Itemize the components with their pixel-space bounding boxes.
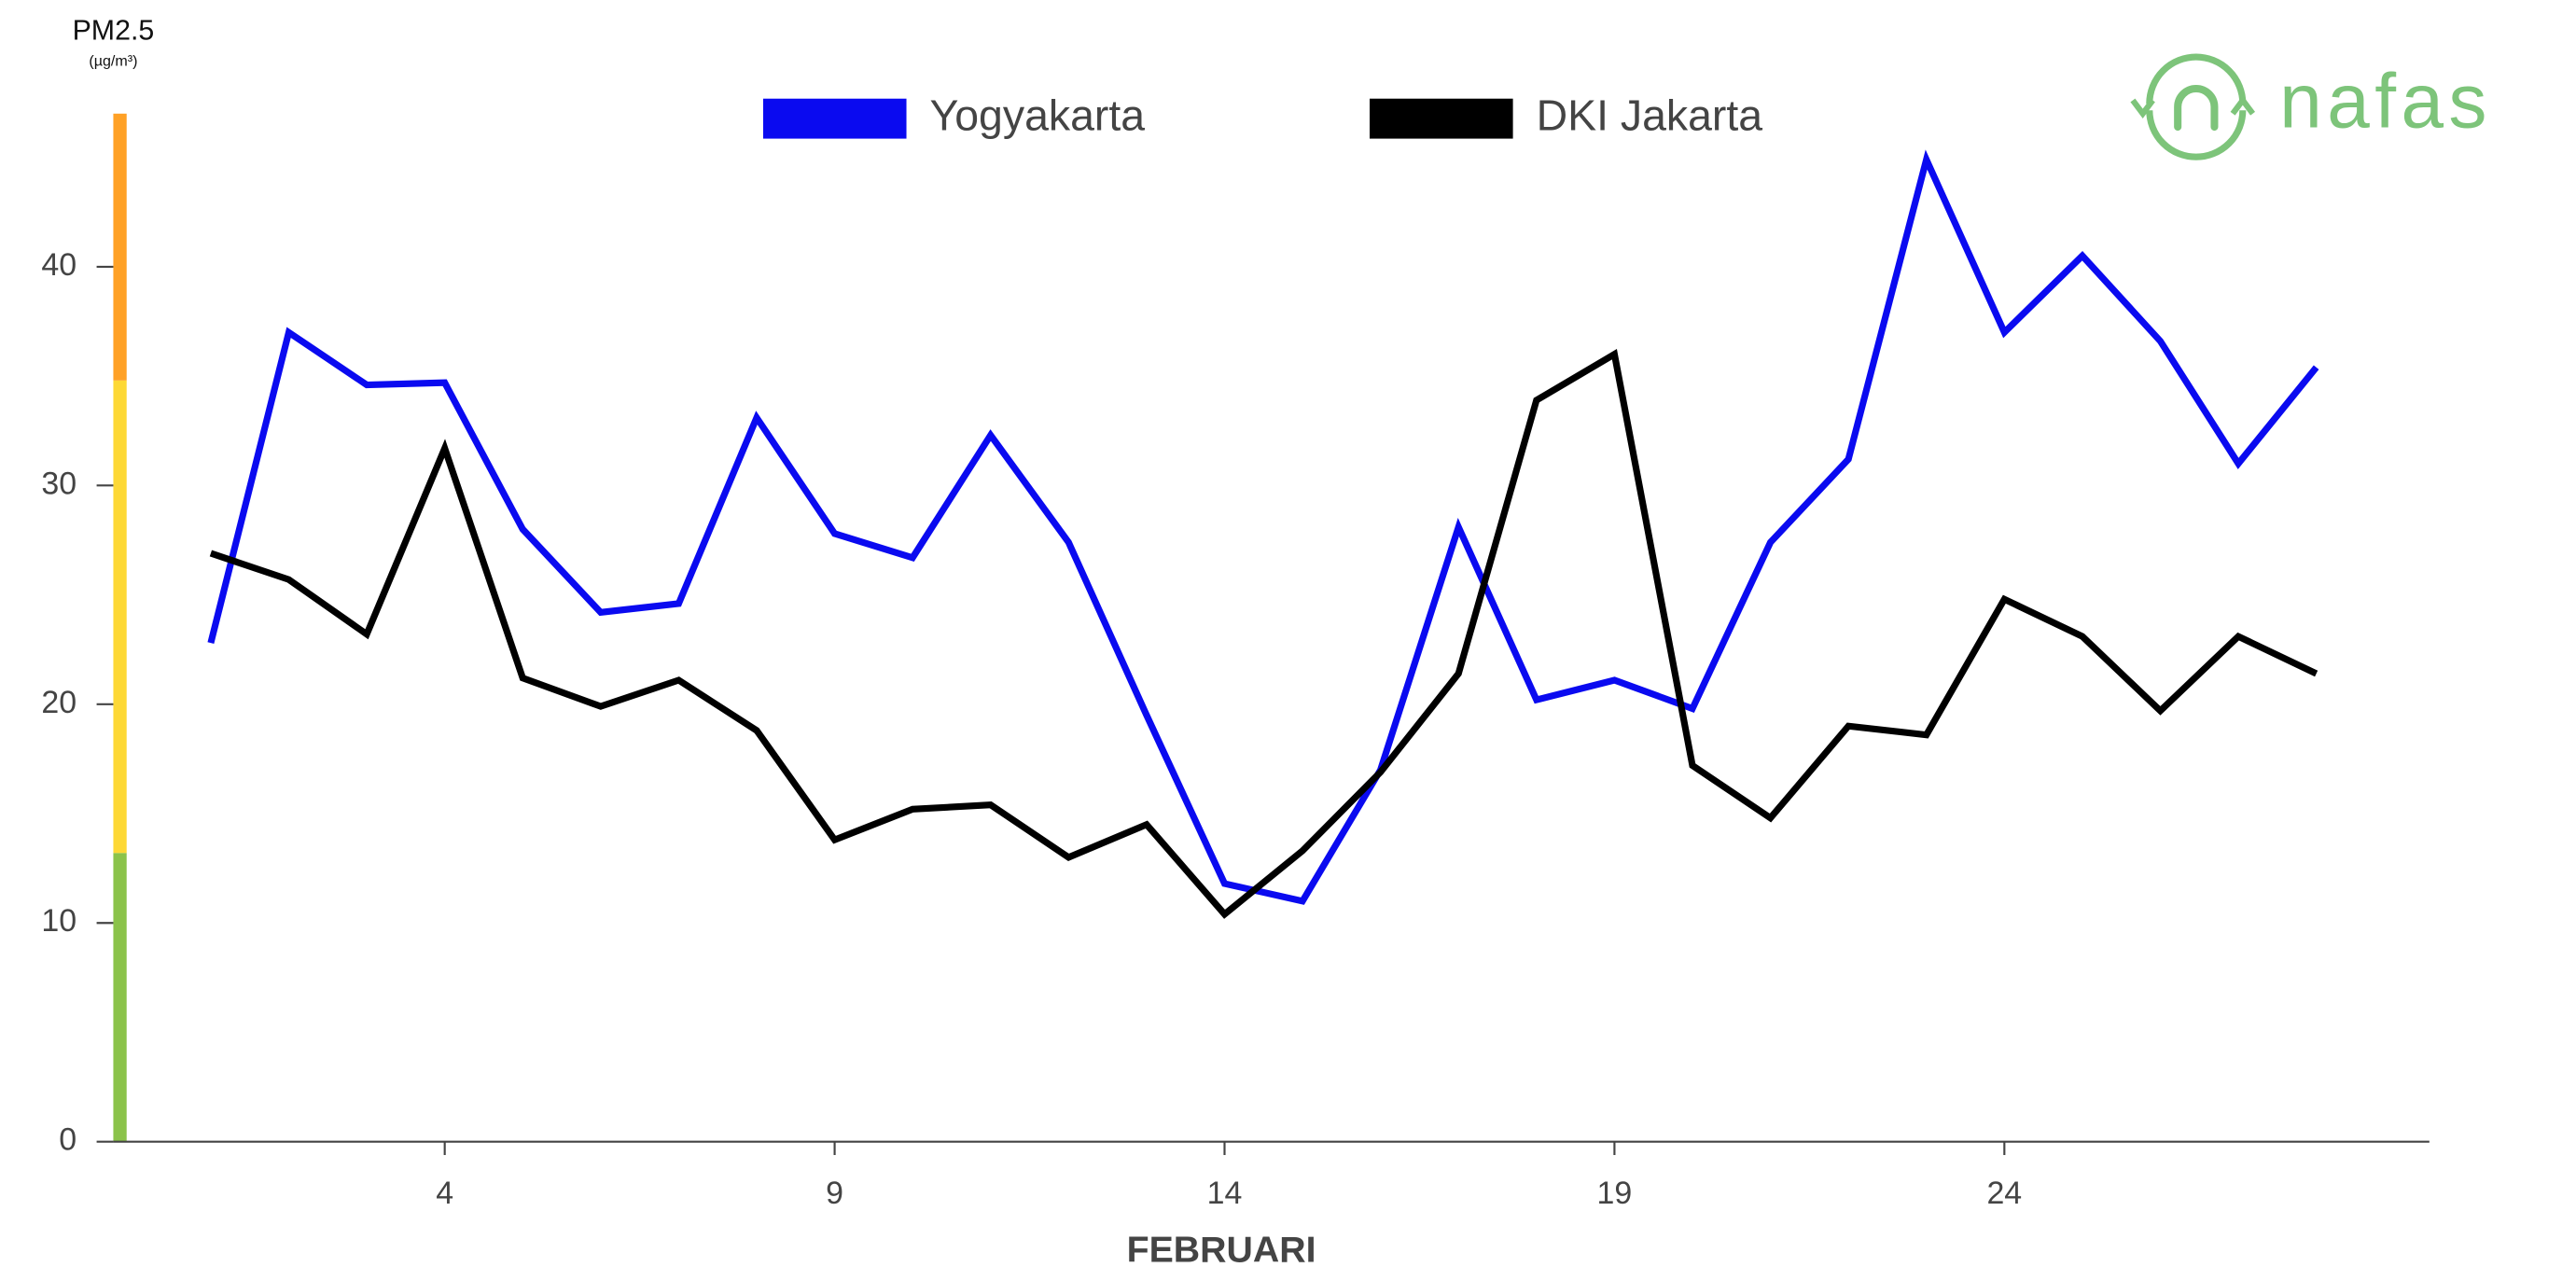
logo-ring — [2146, 53, 2247, 160]
legend-label: DKI Jakarta — [1537, 90, 1763, 139]
logo: nafas — [2130, 53, 2492, 160]
aqi-band — [113, 113, 127, 381]
x-axis-label: FEBRUARI — [1127, 1229, 1316, 1267]
legend-label: Yogyakarta — [930, 90, 1146, 139]
x-tick-label: 9 — [826, 1176, 843, 1211]
series-line — [209, 349, 2318, 919]
x-tick-label: 19 — [1597, 1176, 1633, 1211]
x-tick-label: 14 — [1207, 1176, 1243, 1211]
y-tick-label: 0 — [59, 1122, 77, 1158]
legend-swatch — [1370, 98, 1513, 139]
x-tick-label: 24 — [1986, 1176, 2022, 1211]
logo-arrows — [2130, 95, 2256, 119]
logo-text: nafas — [2279, 59, 2492, 144]
chart-subtitle: (µg/m³) — [89, 53, 137, 70]
chart-title: PM2.5 — [73, 15, 155, 46]
y-tick-label: 10 — [41, 903, 77, 939]
y-tick-label: 40 — [41, 247, 77, 283]
logo-n — [2174, 85, 2219, 132]
y-tick-label: 30 — [41, 466, 77, 501]
aqi-band — [113, 380, 127, 854]
legend-swatch — [762, 98, 907, 139]
series-line — [207, 149, 2319, 905]
aqi-band — [113, 853, 127, 1142]
x-tick-label: 4 — [436, 1176, 453, 1211]
y-tick-label: 20 — [41, 685, 77, 720]
